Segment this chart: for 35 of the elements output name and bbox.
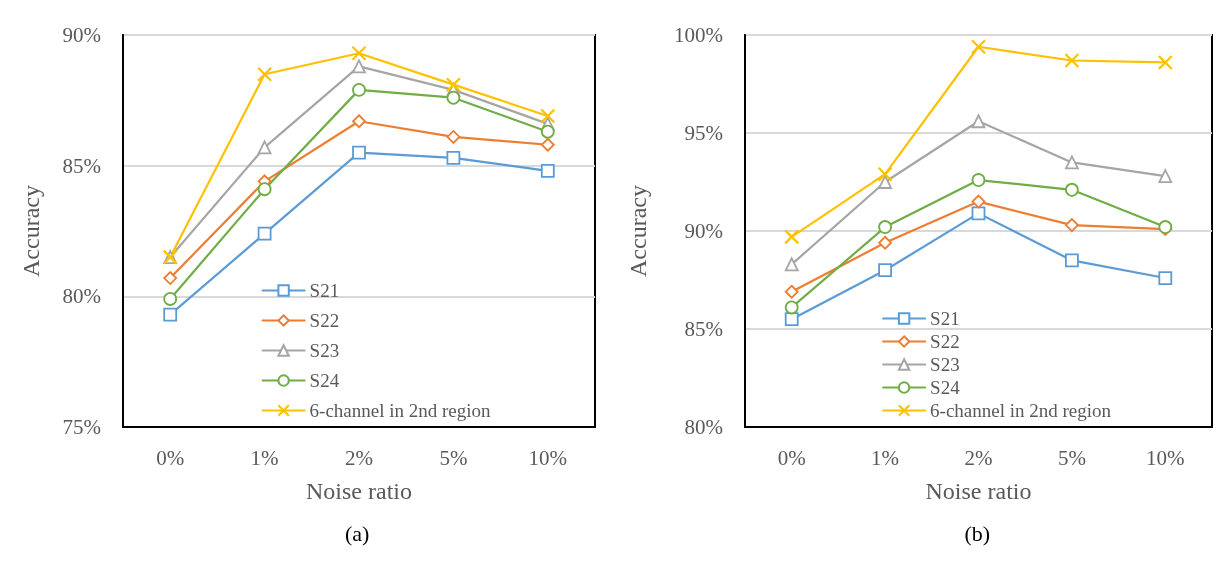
y-tick-label: 90% bbox=[62, 23, 101, 47]
x-tick-label: 1% bbox=[250, 445, 279, 470]
legend-label: S23 bbox=[309, 340, 340, 361]
x-tick-label: 5% bbox=[1057, 445, 1086, 470]
y-tick-label: 80% bbox=[62, 284, 101, 309]
legend-label: 6-channel in 2nd region bbox=[930, 400, 1112, 421]
y-tick-label: 85% bbox=[62, 153, 101, 178]
x-tick-label: 1% bbox=[871, 445, 900, 470]
legend-label: S24 bbox=[309, 370, 340, 391]
legend-label: S23 bbox=[930, 354, 960, 375]
y-tick-label: 100% bbox=[674, 23, 723, 47]
legend-label: 6-channel in 2nd region bbox=[309, 400, 492, 421]
y-axis-title: Accuracy bbox=[625, 185, 651, 277]
y-axis-title: Accuracy bbox=[18, 185, 44, 277]
x-tick-label: 5% bbox=[439, 445, 468, 470]
y-tick-label: 85% bbox=[684, 317, 723, 341]
y-tick-label: 90% bbox=[684, 219, 723, 243]
legend-label: S22 bbox=[309, 310, 340, 331]
x-axis-title: Noise ratio bbox=[925, 478, 1032, 504]
y-tick-label: 95% bbox=[684, 121, 723, 145]
text: (a) bbox=[345, 520, 370, 546]
legend-label: S21 bbox=[309, 280, 340, 301]
legend-label: S21 bbox=[930, 308, 960, 329]
x-tick-label: 10% bbox=[528, 445, 568, 470]
text: (b) bbox=[964, 520, 991, 546]
y-tick-label: 75% bbox=[62, 415, 101, 439]
x-tick-label: 0% bbox=[777, 445, 806, 470]
y-tick-label: 80% bbox=[684, 415, 723, 439]
x-axis-title: Noise ratio bbox=[306, 478, 412, 504]
legend-label: S22 bbox=[930, 331, 960, 352]
x-tick-label: 0% bbox=[156, 445, 185, 470]
x-tick-label: 10% bbox=[1146, 445, 1185, 470]
legend-label: S24 bbox=[930, 377, 961, 398]
x-tick-label: 2% bbox=[345, 445, 373, 470]
x-tick-label: 2% bbox=[964, 445, 993, 470]
